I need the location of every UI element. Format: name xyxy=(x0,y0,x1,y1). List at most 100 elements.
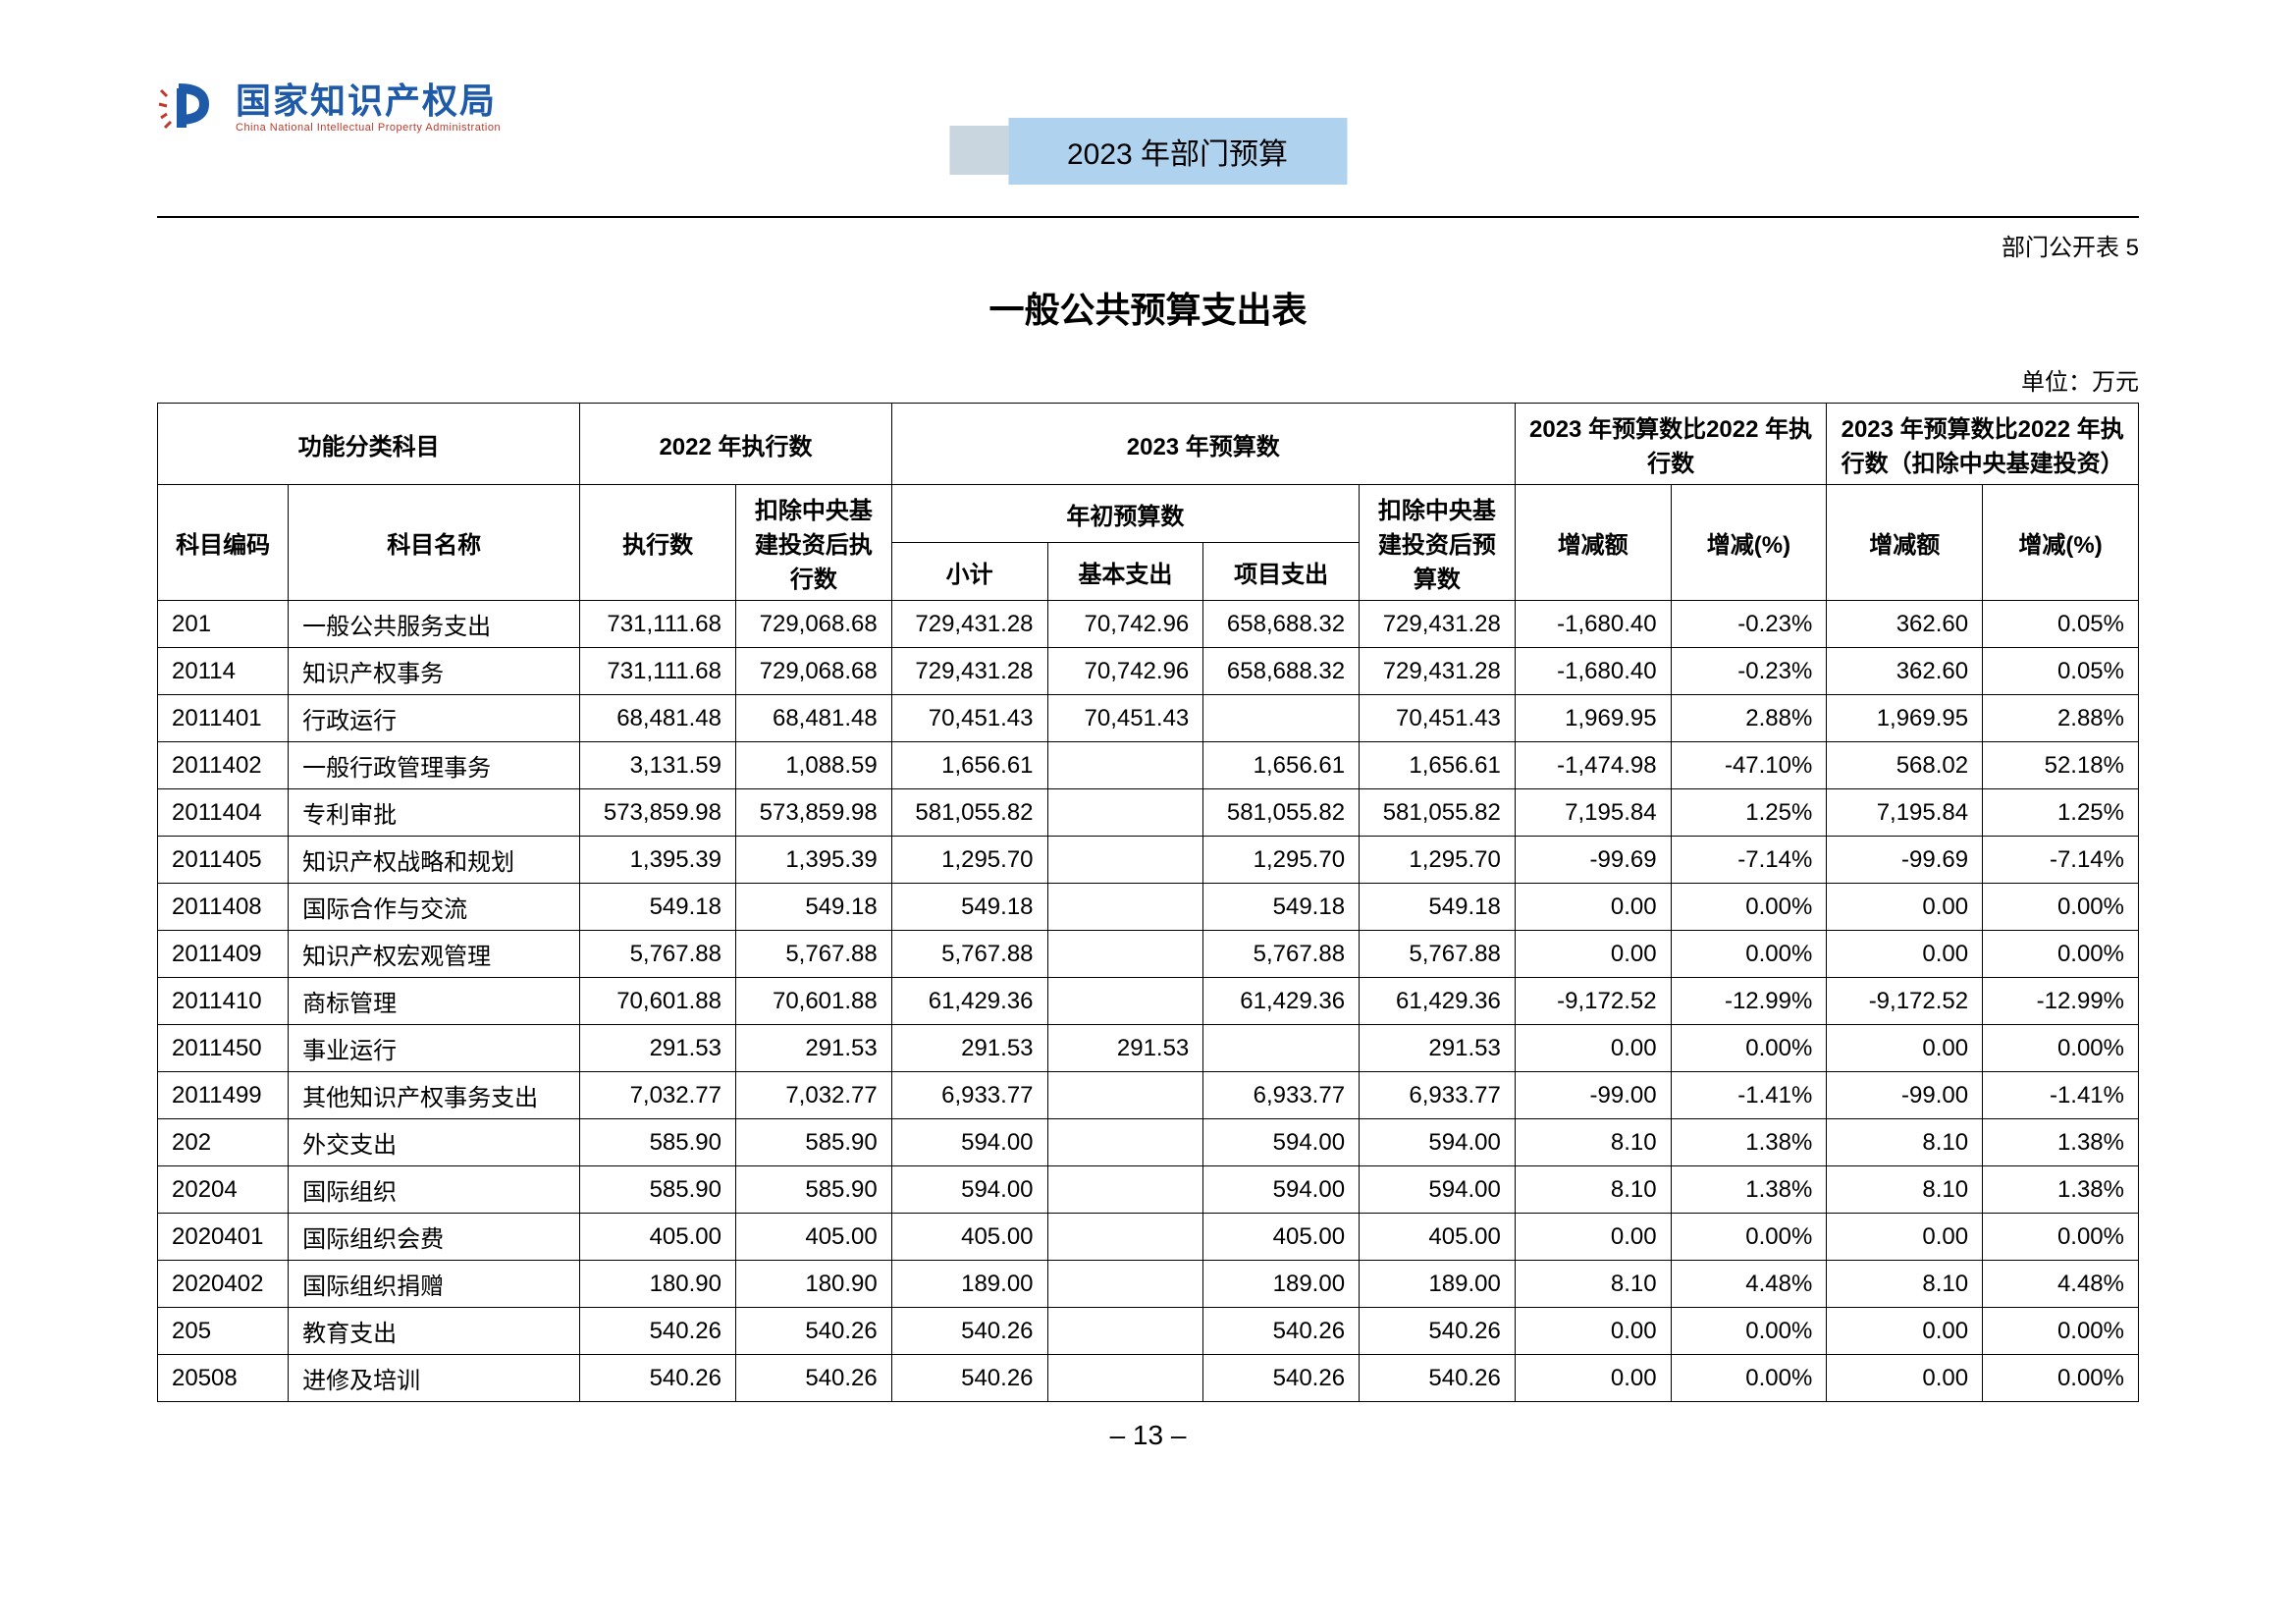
cell-d2: 0.00 xyxy=(1827,1025,1983,1072)
th-p1: 增减(%) xyxy=(1671,485,1827,601)
table-row: 2011410商标管理70,601.8870,601.8861,429.3661… xyxy=(158,978,2139,1025)
cell-d2: 362.60 xyxy=(1827,601,1983,648)
cell-sub: 581,055.82 xyxy=(891,789,1047,837)
cell-excl2: 189.00 xyxy=(1360,1261,1516,1308)
cell-excl2: 6,933.77 xyxy=(1360,1072,1516,1119)
cell-name: 知识产权事务 xyxy=(289,648,580,695)
th-p2: 增减(%) xyxy=(1983,485,2139,601)
cell-basic: 70,451.43 xyxy=(1047,695,1203,742)
cell-d1: 0.00 xyxy=(1515,931,1671,978)
cell-excl2: 729,431.28 xyxy=(1360,648,1516,695)
cell-p1: 0.00% xyxy=(1671,1025,1827,1072)
cell-excl: 68,481.48 xyxy=(735,695,891,742)
cell-d2: 1,969.95 xyxy=(1827,695,1983,742)
cell-p1: 0.00% xyxy=(1671,1214,1827,1261)
table-row: 20114知识产权事务731,111.68729,068.68729,431.2… xyxy=(158,648,2139,695)
cell-basic xyxy=(1047,1072,1203,1119)
cell-exec: 731,111.68 xyxy=(580,648,736,695)
cell-p2: 52.18% xyxy=(1983,742,2139,789)
cell-proj: 405.00 xyxy=(1203,1214,1360,1261)
cell-proj xyxy=(1203,1025,1360,1072)
cell-code: 201 xyxy=(158,601,289,648)
table-row: 205教育支出540.26540.26540.26540.26540.260.0… xyxy=(158,1308,2139,1355)
cell-exec: 731,111.68 xyxy=(580,601,736,648)
cell-d1: 0.00 xyxy=(1515,884,1671,931)
cell-name: 行政运行 xyxy=(289,695,580,742)
cell-code: 20204 xyxy=(158,1166,289,1214)
cell-d2: 0.00 xyxy=(1827,1308,1983,1355)
cell-excl: 70,601.88 xyxy=(735,978,891,1025)
cell-basic xyxy=(1047,1166,1203,1214)
cell-excl2: 540.26 xyxy=(1360,1355,1516,1402)
budget-table: 功能分类科目 2022 年执行数 2023 年预算数 2023 年预算数比202… xyxy=(157,403,2139,1402)
th-exec: 执行数 xyxy=(580,485,736,601)
th-2023: 2023 年预算数 xyxy=(891,404,1515,485)
cell-p2: 0.05% xyxy=(1983,601,2139,648)
page-number: – 13 – xyxy=(157,1420,2139,1451)
cell-name: 事业运行 xyxy=(289,1025,580,1072)
cell-name: 进修及培训 xyxy=(289,1355,580,1402)
table-row: 2011404专利审批573,859.98573,859.98581,055.8… xyxy=(158,789,2139,837)
cell-d1: 8.10 xyxy=(1515,1261,1671,1308)
logo-cn-text: 国家知识产权局 xyxy=(236,83,501,119)
cell-p2: 0.00% xyxy=(1983,884,2139,931)
cell-sub: 189.00 xyxy=(891,1261,1047,1308)
cell-exec: 585.90 xyxy=(580,1166,736,1214)
cell-excl: 585.90 xyxy=(735,1119,891,1166)
cell-exec: 549.18 xyxy=(580,884,736,931)
cell-p2: 0.00% xyxy=(1983,1308,2139,1355)
page-title: 一般公共预算支出表 xyxy=(157,282,2139,333)
cell-code: 2020401 xyxy=(158,1214,289,1261)
cell-sub: 729,431.28 xyxy=(891,648,1047,695)
cell-excl: 291.53 xyxy=(735,1025,891,1072)
unit-label: 单位：万元 xyxy=(157,362,2139,397)
cell-d2: 8.10 xyxy=(1827,1119,1983,1166)
cell-exec: 405.00 xyxy=(580,1214,736,1261)
cell-excl: 540.26 xyxy=(735,1308,891,1355)
th-proj: 项目支出 xyxy=(1203,543,1360,601)
cell-sub: 594.00 xyxy=(891,1166,1047,1214)
cell-sub: 1,656.61 xyxy=(891,742,1047,789)
cell-exec: 573,859.98 xyxy=(580,789,736,837)
logo-en-text: China National Intellectual Property Adm… xyxy=(236,123,501,134)
cell-p2: 0.00% xyxy=(1983,1355,2139,1402)
cell-excl: 1,088.59 xyxy=(735,742,891,789)
cell-d2: 0.00 xyxy=(1827,1355,1983,1402)
cell-name: 一般行政管理事务 xyxy=(289,742,580,789)
cell-proj: 540.26 xyxy=(1203,1355,1360,1402)
cell-basic: 70,742.96 xyxy=(1047,601,1203,648)
cell-p1: 1.38% xyxy=(1671,1119,1827,1166)
table-row: 2011499其他知识产权事务支出7,032.777,032.776,933.7… xyxy=(158,1072,2139,1119)
cell-name: 一般公共服务支出 xyxy=(289,601,580,648)
cell-excl: 180.90 xyxy=(735,1261,891,1308)
cell-d1: 7,195.84 xyxy=(1515,789,1671,837)
cell-code: 2011450 xyxy=(158,1025,289,1072)
cell-proj: 189.00 xyxy=(1203,1261,1360,1308)
cell-code: 2011408 xyxy=(158,884,289,931)
cell-d2: -99.69 xyxy=(1827,837,1983,884)
cell-excl: 729,068.68 xyxy=(735,648,891,695)
cell-exec: 1,395.39 xyxy=(580,837,736,884)
cell-sub: 1,295.70 xyxy=(891,837,1047,884)
cell-p2: -12.99% xyxy=(1983,978,2139,1025)
cell-p1: -0.23% xyxy=(1671,648,1827,695)
cell-d1: 8.10 xyxy=(1515,1166,1671,1214)
cell-excl: 7,032.77 xyxy=(735,1072,891,1119)
table-row: 2011408国际合作与交流549.18549.18549.18549.1854… xyxy=(158,884,2139,931)
cell-code: 2011410 xyxy=(158,978,289,1025)
cell-p2: 1.25% xyxy=(1983,789,2139,837)
cell-excl: 5,767.88 xyxy=(735,931,891,978)
cell-code: 2011405 xyxy=(158,837,289,884)
cell-d1: 1,969.95 xyxy=(1515,695,1671,742)
cell-excl: 585.90 xyxy=(735,1166,891,1214)
cell-excl2: 5,767.88 xyxy=(1360,931,1516,978)
table-row: 20204国际组织585.90585.90594.00594.00594.008… xyxy=(158,1166,2139,1214)
cell-d1: -1,474.98 xyxy=(1515,742,1671,789)
cell-name: 知识产权战略和规划 xyxy=(289,837,580,884)
cell-basic: 70,742.96 xyxy=(1047,648,1203,695)
cell-d1: 0.00 xyxy=(1515,1214,1671,1261)
cell-code: 202 xyxy=(158,1119,289,1166)
cell-d1: -99.69 xyxy=(1515,837,1671,884)
cell-p2: 0.00% xyxy=(1983,931,2139,978)
cell-exec: 540.26 xyxy=(580,1355,736,1402)
